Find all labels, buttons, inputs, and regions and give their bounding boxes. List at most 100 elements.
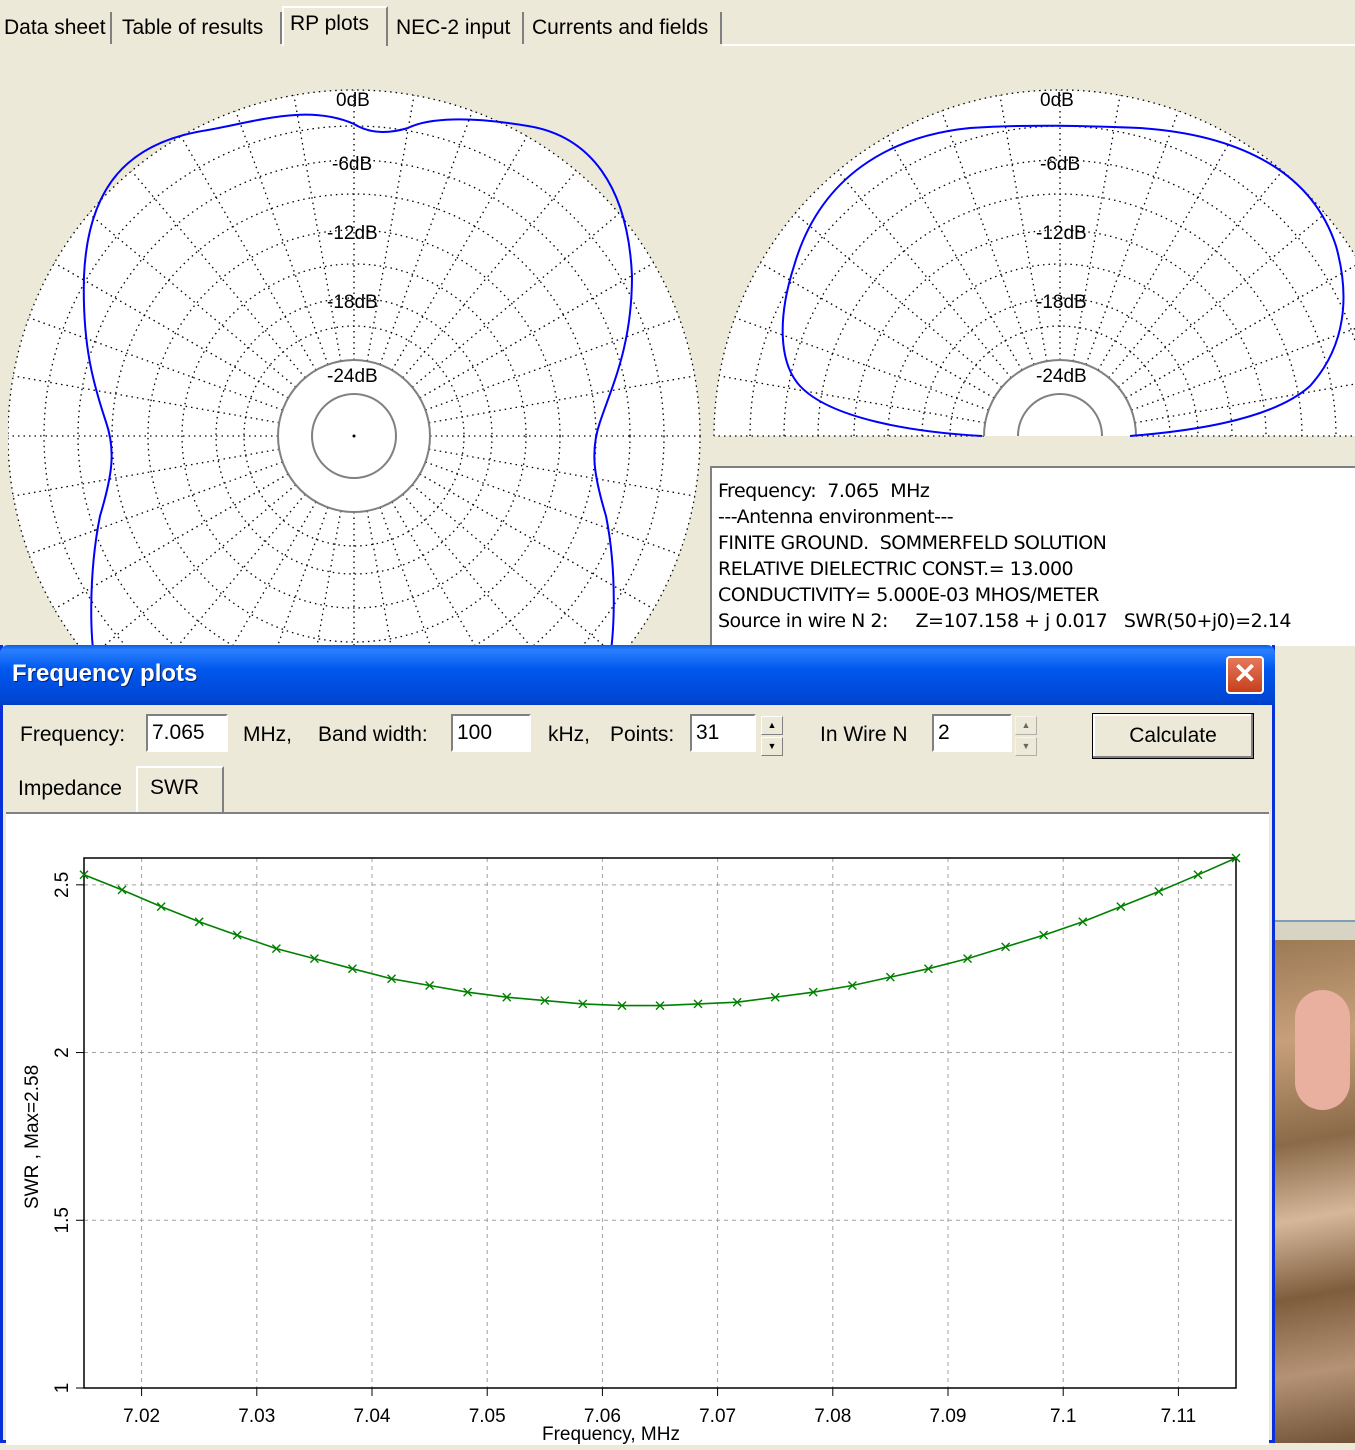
dialog-title: Frequency plots (12, 660, 198, 687)
polar-label-6db: -6dB (332, 154, 372, 175)
swr-data-point (271, 944, 281, 954)
swr-data-point (1001, 942, 1011, 952)
azimuth-pattern-curve (82, 113, 634, 667)
swr-data-point (463, 987, 473, 997)
wire-input[interactable]: 2 (932, 714, 1012, 752)
info-line-dielectric: RELATIVE DIELECTRIC CONST.= 13.000 (718, 558, 1074, 580)
elevation-pattern-curve (781, 124, 1345, 437)
swr-data-point (923, 964, 933, 974)
info-line-source: Source in wire N 2: Z=107.158 + j 0.017 … (718, 610, 1291, 632)
swr-data-point (117, 885, 127, 895)
frequency-label: Frequency: (20, 723, 126, 746)
background-photo-detail (1295, 990, 1350, 1110)
y-axis-label: SWR , Max=2.58 (22, 1065, 43, 1209)
polar-label-0db: 0dB (336, 90, 370, 111)
x-axis-label: Frequency, MHz (542, 1424, 680, 1445)
tab-swr[interactable]: SWR (136, 766, 224, 812)
x-tick-label: 7.04 (354, 1406, 391, 1427)
y-tick-label: 2 (52, 1047, 73, 1058)
swr-chart: 7.02 7.03 7.04 7.05 7.06 7.07 7.08 7.09 7.1 7.11 1… (22, 853, 1241, 1445)
x-tick-label: 7.05 (469, 1406, 506, 1427)
swr-data-point (1116, 902, 1126, 912)
x-tick-label: 7.09 (930, 1406, 967, 1427)
bandwidth-label: Band width: (318, 723, 428, 746)
swr-data-point (885, 972, 895, 982)
swr-chart-area: 7.02 7.03 7.04 7.05 7.06 7.07 7.08 7.09 7.1 7.11 1… (6, 812, 1269, 1445)
swr-data-point (1193, 870, 1203, 880)
x-tick-label: 7.02 (123, 1406, 160, 1427)
polar-r-label-0db: 0dB (1040, 90, 1074, 111)
tab-data-sheet[interactable]: Data sheet (0, 12, 112, 44)
swr-data-point (1231, 853, 1241, 863)
calculate-button[interactable]: Calculate (1092, 713, 1254, 759)
close-icon: ✕ (1233, 658, 1257, 689)
tab-label: Data sheet (4, 16, 106, 39)
tab-nec2-input[interactable]: NEC-2 input (390, 12, 524, 44)
khz-label: kHz, (548, 723, 590, 746)
wire-label: In Wire N (820, 723, 908, 746)
swr-data-point (156, 902, 166, 912)
mhz-label: MHz, (243, 723, 292, 746)
chevron-up-icon[interactable]: ▲ (1015, 716, 1037, 735)
tab-baseline (722, 44, 1355, 46)
swr-data-point (502, 992, 512, 1002)
swr-data-point (1078, 917, 1088, 927)
swr-data-point (309, 954, 319, 964)
polar-label-18db: -18dB (327, 292, 378, 313)
tab-table-of-results[interactable]: Table of results (116, 12, 282, 44)
results-info-box: Frequency: 7.065 MHz ---Antenna environm… (710, 466, 1355, 646)
bandwidth-input[interactable]: 100 (451, 714, 531, 752)
swr-data-point (540, 996, 550, 1006)
swr-data-point (617, 1001, 627, 1011)
info-line-frequency: Frequency: 7.065 MHz (718, 480, 930, 502)
swr-data-point (79, 870, 89, 880)
swr-data-point (347, 964, 357, 974)
swr-data-point (1154, 887, 1164, 897)
tab-label: SWR (150, 776, 199, 799)
chevron-down-icon[interactable]: ▼ (1015, 737, 1037, 756)
info-line-environment: ---Antenna environment--- (718, 506, 954, 528)
swr-data-point (425, 980, 435, 990)
close-button[interactable]: ✕ (1226, 656, 1264, 694)
x-tick-label: 7.07 (699, 1406, 736, 1427)
swr-data-point (847, 980, 857, 990)
swr-data-point (732, 997, 742, 1007)
tab-impedance[interactable]: Impedance (18, 777, 122, 800)
swr-data-point (232, 930, 242, 940)
tab-label: Table of results (122, 16, 264, 39)
swr-data-point (655, 1001, 665, 1011)
points-label: Points: (610, 723, 675, 746)
swr-data-point (693, 999, 703, 1009)
frequency-input[interactable]: 7.065 (146, 714, 228, 752)
polar-r-label-6db: -6dB (1040, 154, 1080, 175)
wire-stepper[interactable]: ▲ ▼ (1015, 716, 1037, 756)
elevation-pattern-plot: 0dB -6dB -12dB -18dB -24dB (710, 46, 1355, 438)
azimuth-pattern-plot: 0dB -6dB -12dB -18dB -24dB (7, 46, 708, 783)
chevron-down-icon[interactable]: ▼ (761, 737, 783, 756)
dialog-titlebar[interactable] (0, 645, 1275, 705)
polar-r-label-24db: -24dB (1036, 366, 1087, 387)
x-tick-label: 7.1 (1050, 1406, 1076, 1427)
x-tick-label: 7.03 (238, 1406, 275, 1427)
polar-label-12db: -12dB (327, 223, 378, 244)
info-line-conductivity: CONDUCTIVITY= 5.000E-03 MHOS/METER (718, 584, 1100, 606)
polar-r-label-12db: -12dB (1036, 223, 1087, 244)
points-input[interactable]: 31 (690, 714, 756, 752)
polar-label-24db: -24dB (327, 366, 378, 387)
y-tick-label: 1 (52, 1383, 73, 1394)
swr-data-point (808, 987, 818, 997)
swr-data-point (770, 992, 780, 1002)
tab-label: NEC-2 input (396, 16, 511, 39)
tab-rp-plots[interactable]: RP plots (282, 6, 388, 46)
swr-data-point (387, 974, 397, 984)
tab-currents-and-fields[interactable]: Currents and fields (526, 12, 722, 44)
points-stepper[interactable]: ▲ ▼ (761, 716, 783, 756)
polar-r-label-18db: -18dB (1036, 292, 1087, 313)
main-tab-strip: Data sheet Table of results RP plots NEC… (0, 0, 1355, 46)
x-tick-label: 7.11 (1161, 1406, 1197, 1427)
swr-data-point (194, 917, 204, 927)
x-tick-label: 7.06 (584, 1406, 621, 1427)
tab-label: Currents and fields (532, 16, 709, 39)
chevron-up-icon[interactable]: ▲ (761, 716, 783, 735)
y-tick-label: 2.5 (52, 872, 73, 898)
